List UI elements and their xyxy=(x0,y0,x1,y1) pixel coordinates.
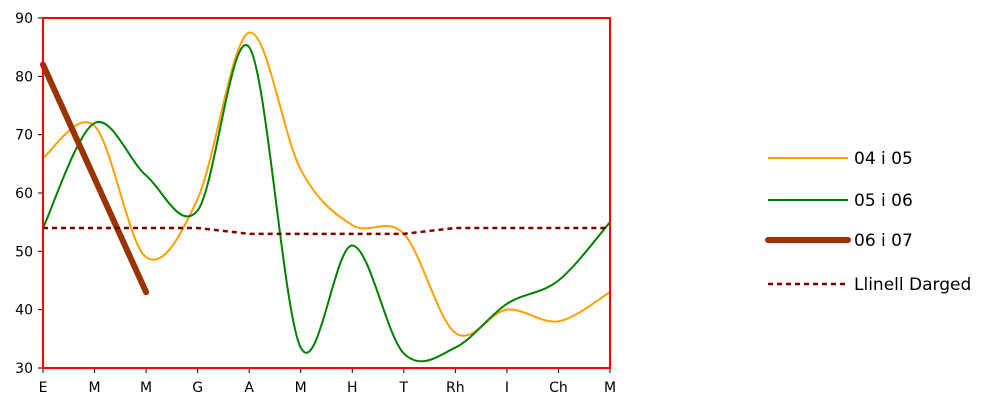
x-tick-label: E xyxy=(39,380,48,396)
y-tick-label: 90 xyxy=(15,11,33,27)
x-tick-label: T xyxy=(399,380,409,396)
legend-label-0: 04 i 05 xyxy=(854,149,913,169)
x-tick-label: H xyxy=(347,380,358,396)
y-tick-label: 70 xyxy=(15,128,33,144)
x-tick-label: M xyxy=(88,380,100,396)
y-tick-label: 60 xyxy=(15,186,33,202)
x-tick-label: G xyxy=(192,380,203,396)
series-line-2 xyxy=(40,61,150,296)
x-tick-label: M xyxy=(140,380,152,396)
legend-label-2: 06 i 07 xyxy=(854,231,913,251)
x-tick-label: M xyxy=(604,380,616,396)
x-tick-label: I xyxy=(505,380,509,396)
legend-label-3: Llinell Darged xyxy=(854,275,971,295)
y-tick-label: 30 xyxy=(15,361,33,377)
x-tick-label: Ch xyxy=(549,380,568,396)
legend-label-1: 05 i 06 xyxy=(854,191,913,211)
x-tick-label: M xyxy=(295,380,307,396)
y-tick-label: 40 xyxy=(15,303,33,319)
y-tick-label: 50 xyxy=(15,244,33,260)
x-tick-label: A xyxy=(244,380,254,396)
series-line-3 xyxy=(43,226,610,236)
plot-area-border xyxy=(42,17,611,369)
y-tick-label: 80 xyxy=(15,69,33,85)
series-line-0 xyxy=(42,31,611,337)
x-tick-label: Rh xyxy=(446,380,465,396)
series-line-1 xyxy=(42,44,611,363)
